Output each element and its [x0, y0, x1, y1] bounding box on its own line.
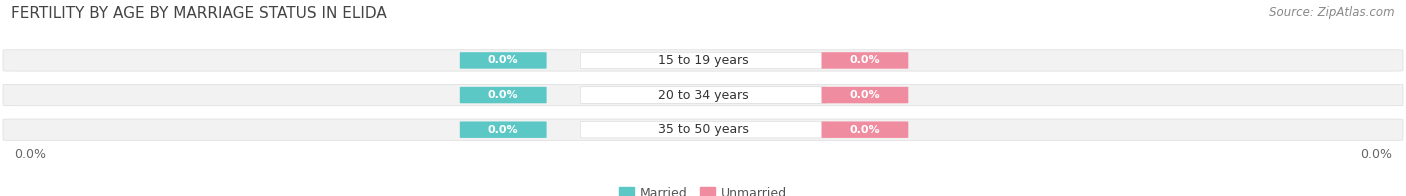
Text: 20 to 34 years: 20 to 34 years [658, 89, 748, 102]
Text: 0.0%: 0.0% [849, 55, 880, 65]
Text: FERTILITY BY AGE BY MARRIAGE STATUS IN ELIDA: FERTILITY BY AGE BY MARRIAGE STATUS IN E… [11, 6, 387, 21]
FancyBboxPatch shape [821, 52, 908, 69]
FancyBboxPatch shape [3, 119, 1403, 140]
Text: 0.0%: 0.0% [849, 90, 880, 100]
Legend: Married, Unmarried: Married, Unmarried [613, 182, 793, 196]
Text: 0.0%: 0.0% [14, 148, 46, 161]
FancyBboxPatch shape [581, 87, 825, 103]
FancyBboxPatch shape [581, 122, 825, 138]
Text: 0.0%: 0.0% [1360, 148, 1392, 161]
FancyBboxPatch shape [3, 50, 1403, 71]
Text: 15 to 19 years: 15 to 19 years [658, 54, 748, 67]
Text: 0.0%: 0.0% [849, 125, 880, 135]
FancyBboxPatch shape [460, 52, 547, 69]
Text: 35 to 50 years: 35 to 50 years [658, 123, 748, 136]
FancyBboxPatch shape [821, 87, 908, 103]
Text: 0.0%: 0.0% [488, 90, 519, 100]
Text: 0.0%: 0.0% [488, 125, 519, 135]
FancyBboxPatch shape [460, 87, 547, 103]
FancyBboxPatch shape [821, 122, 908, 138]
FancyBboxPatch shape [581, 52, 825, 69]
FancyBboxPatch shape [460, 122, 547, 138]
FancyBboxPatch shape [3, 84, 1403, 106]
Text: Source: ZipAtlas.com: Source: ZipAtlas.com [1270, 6, 1395, 19]
Text: 0.0%: 0.0% [488, 55, 519, 65]
